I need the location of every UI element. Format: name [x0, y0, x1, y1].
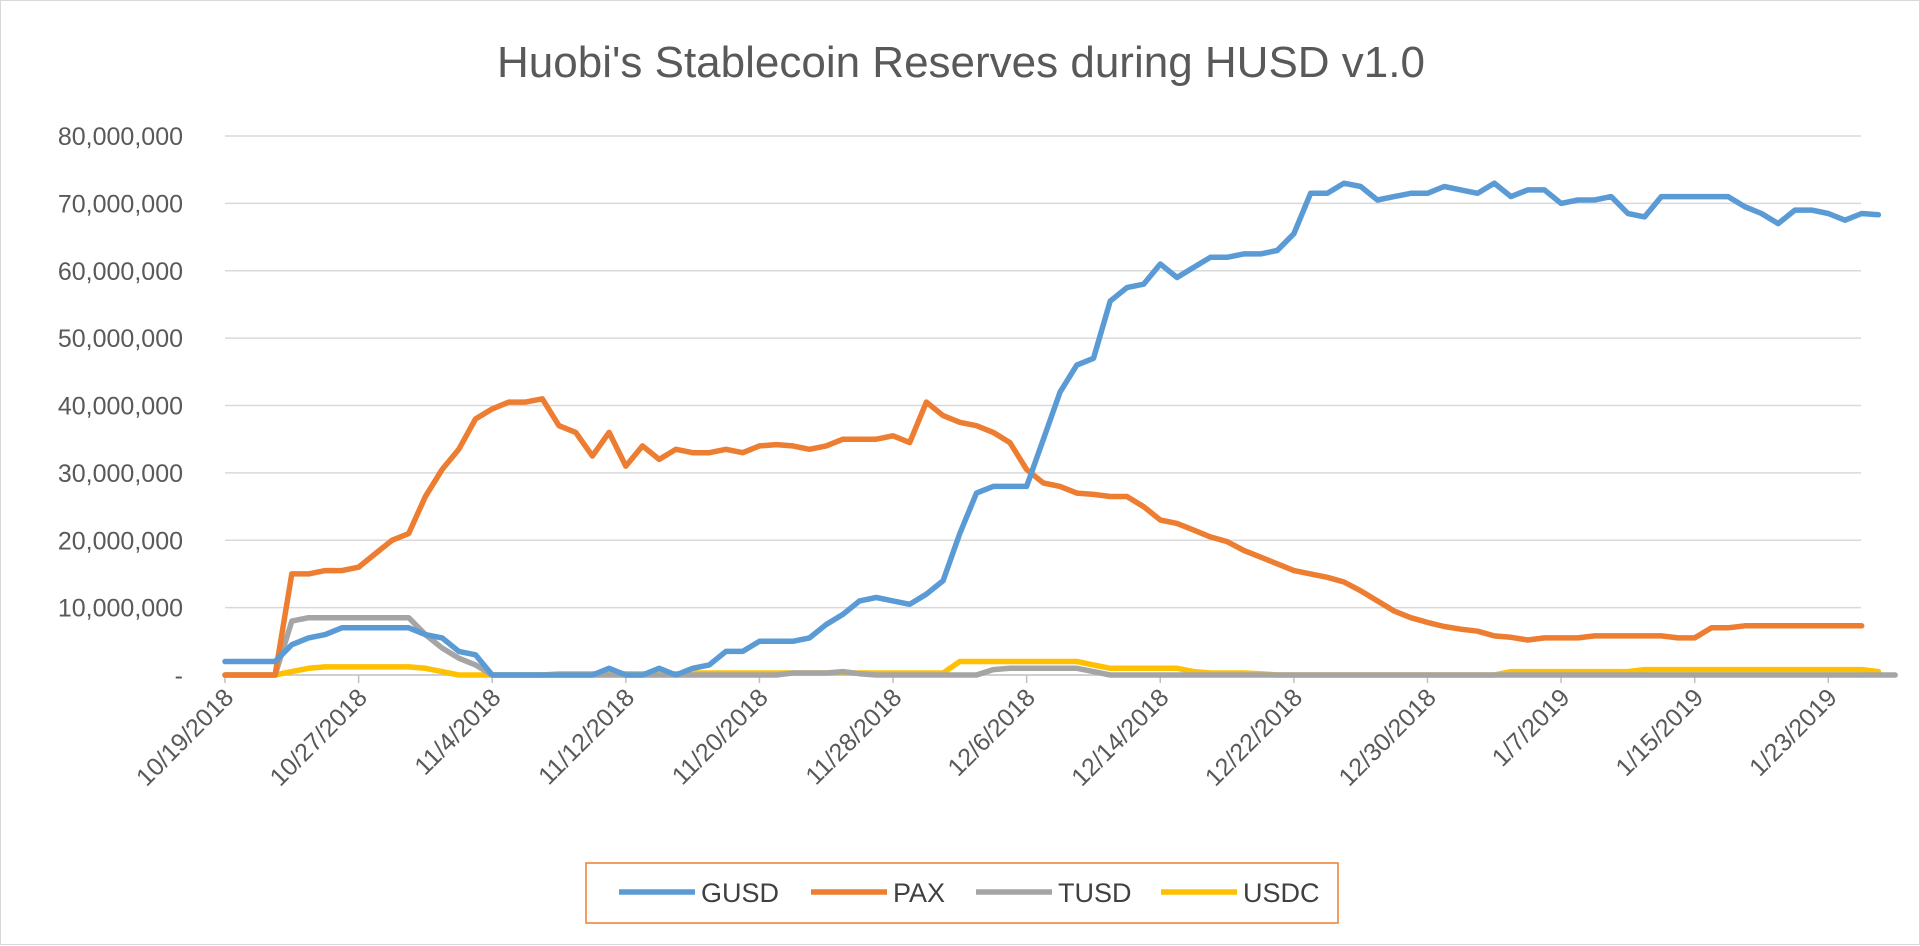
gridlines — [225, 135, 1861, 609]
legend-label-gusd: GUSD — [701, 878, 779, 908]
series-line-gusd — [222, 180, 1882, 678]
x-tick-label: 12/14/2018 — [1066, 683, 1174, 791]
y-tick-label: 20,000,000 — [58, 527, 183, 555]
y-tick-label: 10,000,000 — [58, 595, 183, 623]
x-tick-label: 11/4/2018 — [409, 683, 506, 780]
x-tick-label: 1/7/2019 — [1487, 683, 1576, 772]
x-tick-label: 12/6/2018 — [942, 683, 1040, 781]
y-tick-label: - — [175, 662, 183, 690]
series-line-tusd — [222, 614, 1898, 678]
x-tick-label: 12/30/2018 — [1333, 683, 1441, 791]
y-axis-ticks: - 10,000,000 20,000,000 30,000,000 40,000,00… — [58, 123, 183, 690]
x-tick-label: 11/12/2018 — [533, 683, 640, 790]
x-tick-label: 12/22/2018 — [1200, 683, 1308, 791]
series-line-pax — [222, 396, 1865, 678]
x-tick-label: 11/20/2018 — [667, 683, 774, 790]
legend-label-tusd: TUSD — [1058, 878, 1132, 908]
x-tick-label: 10/27/2018 — [265, 683, 373, 791]
y-tick-label: 60,000,000 — [58, 258, 183, 286]
x-tick-label: 1/15/2019 — [1610, 683, 1708, 781]
y-tick-label: 30,000,000 — [58, 460, 183, 488]
legend: GUSD PAX TUSD USDC — [585, 862, 1339, 924]
chart-title: Huobi's Stablecoin Reserves during HUSD … — [497, 38, 1425, 87]
x-axis-ticks: 10/19/2018 10/27/2018 11/4/2018 11/12/2018 1… — [131, 683, 1843, 791]
x-tick-label: 1/23/2019 — [1744, 683, 1842, 781]
legend-label-usdc: USDC — [1243, 878, 1320, 908]
y-tick-label: 70,000,000 — [58, 190, 183, 218]
legend-label-pax: PAX — [893, 878, 945, 908]
y-tick-label: 80,000,000 — [58, 123, 183, 151]
x-tick-label: 10/19/2018 — [131, 683, 239, 791]
x-tick-label: 11/28/2018 — [800, 683, 907, 790]
y-tick-label: 40,000,000 — [58, 393, 183, 421]
y-tick-label: 50,000,000 — [58, 325, 183, 353]
series-lines — [222, 180, 1898, 678]
